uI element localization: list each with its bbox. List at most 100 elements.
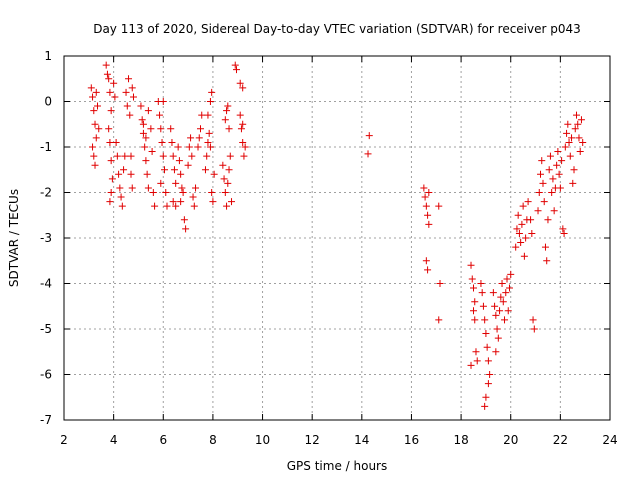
y-tick-labels: -7 -6 -5 -4 -3 -2 -1 0 1 [40,49,52,427]
data-point [210,170,218,178]
x-tick-label: 8 [209,433,217,447]
x-tick-label: 2 [60,433,68,447]
data-point [105,75,113,83]
data-point [527,216,535,224]
data-point [107,157,115,165]
data-point [435,202,443,210]
data-point [172,202,180,210]
data-point [228,198,236,206]
data-point [184,161,192,169]
data-point [208,88,216,96]
data-point [123,102,131,110]
data-point [467,261,475,269]
data-point [178,184,186,192]
data-point [577,116,585,124]
x-tick-label: 12 [305,433,320,447]
data-point [142,157,150,165]
data-point [544,216,552,224]
data-point [221,116,229,124]
data-point [204,138,212,146]
data-point [112,138,120,146]
data-point [479,302,487,310]
data-point [486,371,494,378]
data-point [571,125,579,133]
x-tick-label: 10 [255,433,270,447]
data-point [142,134,150,142]
data-point [106,138,114,146]
data-point [170,166,178,174]
data-point [92,134,100,142]
data-point [180,216,188,224]
data-point [192,184,200,192]
data-point [225,125,233,133]
data-point [529,316,537,324]
data-point [420,184,428,192]
data-point [546,152,554,160]
data-point [221,189,229,196]
data-point [467,361,475,369]
data-point [116,184,124,192]
data-point [566,152,574,160]
data-point [161,166,169,174]
data-point [89,143,97,151]
data-point [156,111,164,119]
data-point [127,152,135,160]
data-point [241,143,249,151]
x-axis-label: GPS time / hours [287,459,388,473]
data-point [473,357,481,365]
data-point [436,280,444,287]
data-point [158,138,166,146]
data-point [489,289,497,297]
data-point [424,266,432,274]
data-point [507,270,515,278]
data-point [561,143,569,151]
data-point [219,161,227,169]
data-point [565,138,573,146]
data-point [144,107,152,115]
data-point [167,125,175,133]
x-tick-label: 6 [159,433,167,447]
data-point [231,61,239,69]
data-point [365,132,373,140]
y-axis-label: SDTVAR / TECUs [7,189,21,287]
data-point [117,193,125,201]
data-point [203,152,211,160]
data-point [492,311,500,319]
data-point [548,189,556,196]
data-point [559,225,567,233]
data-point [91,161,99,169]
data-point [424,211,432,219]
chart-title: Day 113 of 2020, Sidereal Day-to-day VTE… [93,22,581,36]
x-tick-label: 4 [110,433,118,447]
data-point [95,125,103,133]
data-point [515,229,523,237]
data-point [205,129,213,137]
data-point [535,189,543,196]
data-point [189,193,197,201]
data-point [232,66,240,74]
data-point [483,343,491,351]
data-point [89,93,97,101]
data-point [482,330,490,338]
data-point [425,189,433,196]
data-point [237,125,245,133]
data-point [481,316,489,324]
data-point [147,125,155,133]
data-point [520,252,528,260]
data-point [108,175,116,183]
data-point [187,134,195,142]
data-point [172,179,180,187]
data-point [144,184,152,192]
data-point [524,198,532,206]
data-point [115,170,123,178]
data-point [550,207,558,215]
data-point [226,152,234,160]
data-point [113,152,121,160]
data-point [491,302,499,310]
data-point [549,175,557,183]
data-point [545,166,553,174]
data-point [554,148,562,156]
data-point [169,198,177,206]
